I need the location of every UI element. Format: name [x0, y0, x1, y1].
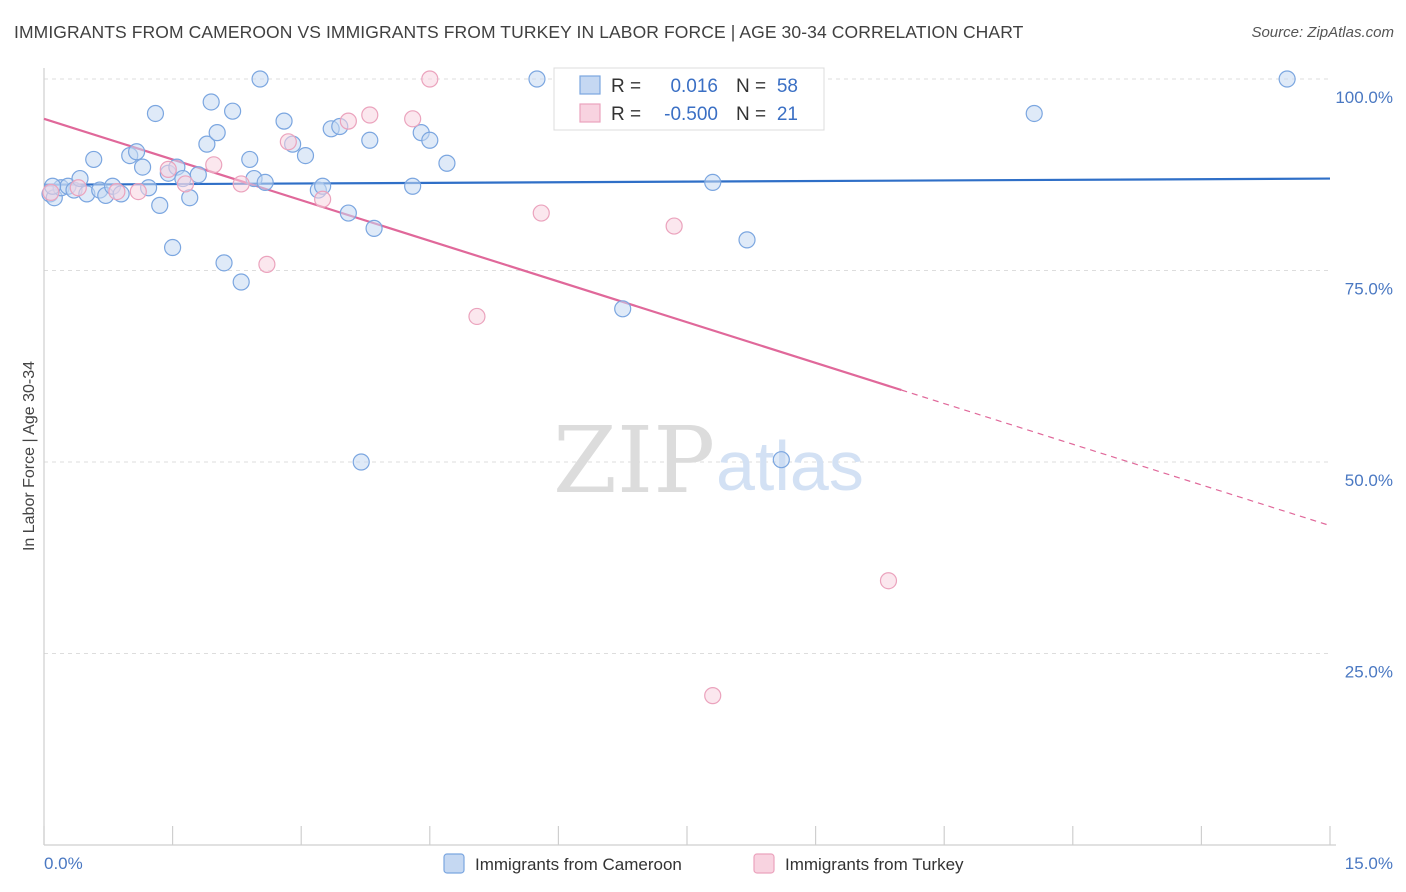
- legend-swatch-cameroon: [443, 853, 465, 874]
- trend-line-turkey-dashed: [901, 389, 1331, 527]
- x-tick-label-min: 0.0%: [44, 854, 83, 873]
- data-point: [704, 687, 722, 705]
- data-point: [69, 179, 87, 197]
- watermark-zip: ZIP: [553, 407, 715, 514]
- data-point: [404, 177, 422, 195]
- data-point: [42, 183, 60, 201]
- data-point: [256, 173, 274, 192]
- data-point: [241, 150, 259, 169]
- data-point: [279, 133, 297, 151]
- y-tick-label: 25.0%: [1345, 663, 1393, 682]
- data-point: [108, 183, 126, 201]
- data-point: [361, 106, 379, 124]
- data-point: [339, 204, 357, 222]
- data-point: [151, 196, 169, 214]
- series-points-turkey: [42, 68, 898, 705]
- stats-r-value-cameroon: 0.016: [670, 76, 718, 97]
- data-point: [361, 131, 379, 149]
- data-point: [1025, 104, 1043, 123]
- data-point: [421, 131, 439, 149]
- data-point: [528, 70, 546, 88]
- data-point: [232, 175, 250, 193]
- legend-label-cameroon: Immigrants from Cameroon: [475, 855, 682, 874]
- stats-n-label-cameroon: N =: [736, 76, 766, 97]
- data-point: [404, 110, 422, 128]
- watermark-atlas: atlas: [716, 427, 864, 505]
- y-tick-label: 75.0%: [1345, 280, 1393, 299]
- data-point: [258, 255, 276, 273]
- legend-swatch-turkey: [753, 853, 775, 874]
- data-point: [438, 154, 456, 172]
- data-point: [159, 160, 177, 178]
- data-point: [352, 453, 370, 471]
- x-tick-label-max: 15.0%: [1345, 854, 1393, 873]
- watermark: ZIP atlas: [553, 407, 864, 514]
- data-point: [202, 93, 220, 111]
- y-tick-label: 100.0%: [1335, 88, 1393, 107]
- data-point: [176, 175, 195, 193]
- data-point: [1278, 70, 1296, 88]
- source-label: Source: ZipAtlas.com: [1251, 24, 1394, 41]
- y-tick-label: 50.0%: [1345, 471, 1393, 490]
- data-point: [879, 572, 898, 590]
- data-points: [41, 68, 1296, 705]
- data-point: [133, 158, 152, 176]
- y-axis-label: In Labor Force | Age 30-34: [21, 361, 38, 551]
- data-point: [614, 300, 632, 318]
- data-point: [164, 238, 182, 257]
- data-point: [198, 135, 216, 153]
- data-point: [339, 112, 357, 130]
- stats-swatch-cameroon: [579, 75, 601, 95]
- data-point: [232, 273, 250, 291]
- data-point: [208, 124, 226, 142]
- data-point: [146, 104, 165, 123]
- data-point: [704, 173, 722, 192]
- data-point: [205, 156, 223, 174]
- data-point: [215, 254, 233, 272]
- trend-line-turkey: [43, 117, 902, 392]
- data-point: [468, 307, 486, 326]
- data-point: [421, 70, 439, 88]
- x-tick-labels: 0.0% 15.0%: [44, 854, 1393, 873]
- stats-r-label-turkey: R =: [611, 104, 641, 125]
- data-point: [314, 190, 332, 208]
- legend: Immigrants from Cameroon Immigrants from…: [443, 853, 964, 874]
- data-point: [772, 451, 790, 469]
- data-point: [189, 166, 207, 184]
- data-point: [275, 112, 293, 130]
- data-point: [224, 102, 242, 120]
- stats-swatch-turkey: [579, 103, 601, 123]
- grid-lines: [44, 78, 1330, 654]
- stats-box: R = 0.016 N = 58 R = -0.500 N = 21: [553, 67, 825, 131]
- data-point: [532, 204, 550, 222]
- data-point: [129, 183, 147, 201]
- stats-r-label-cameroon: R =: [611, 76, 641, 97]
- chart-title: IMMIGRANTS FROM CAMEROON VS IMMIGRANTS F…: [14, 22, 1024, 42]
- data-point: [365, 219, 383, 237]
- data-point: [738, 231, 756, 249]
- stats-n-value-cameroon: 58: [777, 76, 798, 97]
- data-point: [85, 150, 103, 169]
- stats-r-value-turkey: -0.500: [664, 104, 718, 125]
- legend-label-turkey: Immigrants from Turkey: [785, 855, 964, 874]
- data-point: [665, 217, 683, 235]
- stats-n-label-turkey: N =: [736, 104, 766, 125]
- stats-n-value-turkey: 21: [777, 104, 798, 125]
- data-point: [251, 70, 269, 88]
- data-point: [296, 147, 315, 165]
- data-point: [127, 143, 146, 161]
- y-tick-labels: 25.0% 50.0% 75.0% 100.0%: [1335, 88, 1393, 682]
